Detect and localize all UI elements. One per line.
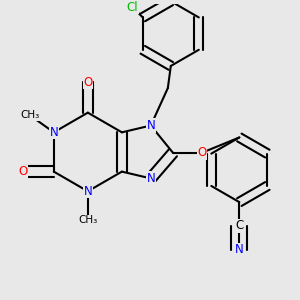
- Text: CH₃: CH₃: [78, 215, 98, 225]
- Text: O: O: [197, 146, 206, 159]
- Text: N: N: [235, 243, 244, 256]
- Text: Cl: Cl: [127, 1, 138, 14]
- Text: N: N: [146, 119, 155, 132]
- Text: O: O: [19, 165, 28, 178]
- Text: CH₃: CH₃: [20, 110, 40, 120]
- Text: N: N: [83, 185, 92, 198]
- Text: C: C: [235, 220, 244, 232]
- Text: N: N: [50, 126, 58, 139]
- Text: N: N: [146, 172, 155, 185]
- Text: O: O: [83, 76, 92, 88]
